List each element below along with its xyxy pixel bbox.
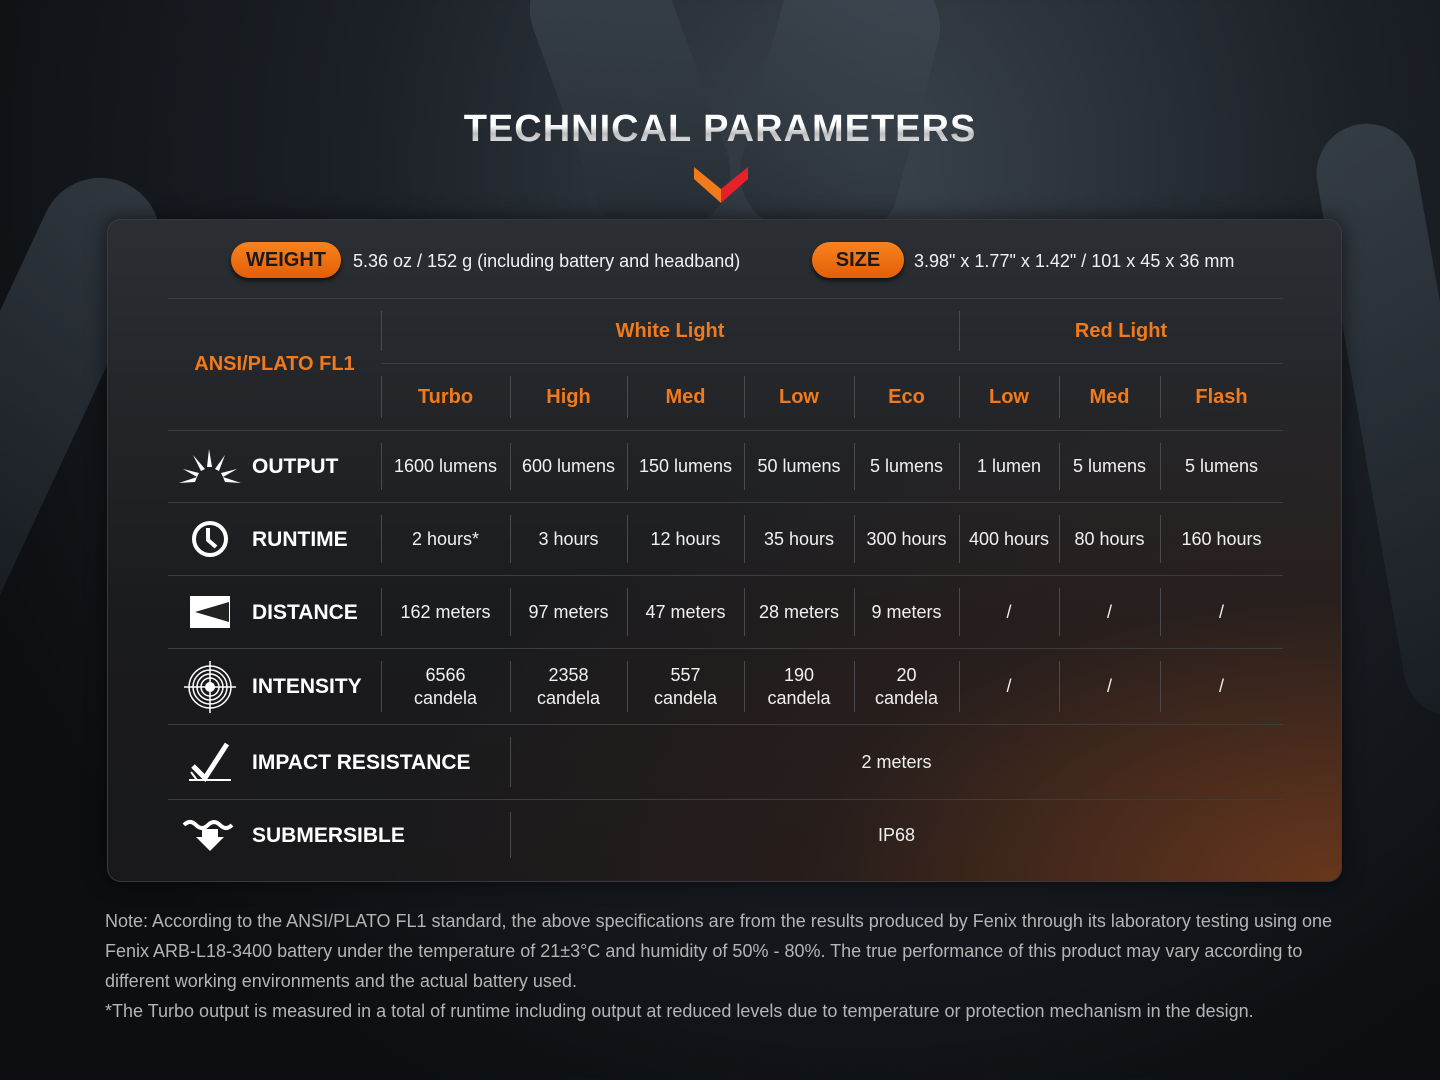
mode-header: Low bbox=[744, 363, 854, 430]
sun-rays-icon bbox=[178, 448, 242, 485]
row-label-submersible: SUBMERSIBLE bbox=[168, 799, 510, 870]
spec-value: 150 lumens bbox=[627, 430, 744, 502]
spec-value: 190 candela bbox=[744, 648, 854, 724]
spec-value: 2 hours* bbox=[381, 502, 510, 575]
value-number: 6566 bbox=[425, 664, 466, 685]
row-label: DISTANCE bbox=[252, 600, 358, 624]
turbo-note: *The Turbo output is measured in a total… bbox=[105, 1001, 1254, 1021]
size-value: 3.98" x 1.77" x 1.42" / 101 x 45 x 36 mm bbox=[914, 251, 1235, 271]
spec-value: 160 hours bbox=[1160, 502, 1283, 575]
weight-value: 5.36 oz / 152 g (including battery and h… bbox=[353, 251, 741, 271]
row-label: RUNTIME bbox=[252, 527, 348, 551]
spec-value: / bbox=[1059, 648, 1160, 724]
parameters-panel bbox=[107, 219, 1342, 882]
row-label: IMPACT RESISTANCE bbox=[252, 750, 471, 774]
spec-value: 2 meters bbox=[510, 724, 1283, 799]
spec-value: 600 lumens bbox=[510, 430, 627, 502]
spec-value: 400 hours bbox=[959, 502, 1059, 575]
row-label-impact-resistance: IMPACT RESISTANCE bbox=[168, 724, 510, 799]
note-text: Note: According to the ANSI/PLATO FL1 st… bbox=[105, 911, 1333, 991]
page-title: TECHNICAL PARAMETERS bbox=[0, 108, 1440, 151]
spec-value: 5 lumens bbox=[1059, 430, 1160, 502]
chevron-down-icon bbox=[694, 167, 748, 203]
spec-table: ANSI/PLATO FL1 White Light Red Light Turbo H… bbox=[168, 298, 1283, 870]
spec-value: IP68 bbox=[510, 799, 1283, 870]
spec-value: 50 lumens bbox=[744, 430, 854, 502]
row-label: OUTPUT bbox=[252, 455, 339, 478]
footnote: Note: According to the ANSI/PLATO FL1 st… bbox=[105, 906, 1355, 1026]
spec-value: / bbox=[959, 648, 1059, 724]
value-number: 2358 bbox=[548, 664, 589, 685]
spec-value: 1 lumen bbox=[959, 430, 1059, 502]
group-red-light: Red Light bbox=[959, 298, 1283, 363]
target-icon bbox=[178, 660, 242, 714]
value-unit: candela bbox=[536, 687, 601, 708]
spec-value: 35 hours bbox=[744, 502, 854, 575]
spec-value: 47 meters bbox=[627, 575, 744, 648]
value-number: 20 bbox=[896, 664, 917, 685]
spec-value: 3 hours bbox=[510, 502, 627, 575]
row-label-intensity: INTENSITY bbox=[168, 648, 381, 724]
mode-header: Eco bbox=[854, 363, 959, 430]
mode-header: Med bbox=[627, 363, 744, 430]
spec-value: 300 hours bbox=[854, 502, 959, 575]
spec-value: 162 meters bbox=[381, 575, 510, 648]
mode-header: Low bbox=[959, 363, 1059, 430]
group-white-light: White Light bbox=[381, 298, 959, 363]
spec-value: / bbox=[1160, 648, 1283, 724]
spec-value: / bbox=[1059, 575, 1160, 648]
value-number: 190 bbox=[783, 664, 815, 685]
spec-value: / bbox=[959, 575, 1059, 648]
spec-value: 20 candela bbox=[854, 648, 959, 724]
standard-label: ANSI/PLATO FL1 bbox=[168, 298, 381, 430]
mode-header: Turbo bbox=[381, 363, 510, 430]
mode-header: Flash bbox=[1160, 363, 1283, 430]
spec-value: 6566 candela bbox=[381, 648, 510, 724]
row-label-output: OUTPUT bbox=[168, 430, 381, 502]
spec-value: / bbox=[1160, 575, 1283, 648]
value-unit: candela bbox=[874, 687, 939, 708]
row-label: SUBMERSIBLE bbox=[252, 823, 405, 847]
row-label-runtime: RUNTIME bbox=[168, 502, 381, 575]
spec-value: 9 meters bbox=[854, 575, 959, 648]
spec-value: 5 lumens bbox=[1160, 430, 1283, 502]
value-unit: candela bbox=[413, 687, 478, 708]
spec-value: 28 meters bbox=[744, 575, 854, 648]
spec-value: 1600 lumens bbox=[381, 430, 510, 502]
spec-value: 97 meters bbox=[510, 575, 627, 648]
row-label: INTENSITY bbox=[252, 675, 362, 698]
row-label-distance: DISTANCE bbox=[168, 575, 381, 648]
spec-value: 557 candela bbox=[627, 648, 744, 724]
spec-value: 2358 candela bbox=[510, 648, 627, 724]
weight-badge: WEIGHT bbox=[231, 242, 341, 278]
submersible-icon bbox=[178, 817, 242, 853]
clock-icon bbox=[178, 519, 242, 559]
value-number: 557 bbox=[670, 664, 701, 685]
impact-check-icon bbox=[178, 742, 242, 782]
value-unit: candela bbox=[653, 687, 718, 708]
spec-value: 80 hours bbox=[1059, 502, 1160, 575]
value-unit: candela bbox=[767, 687, 831, 708]
size-badge: SIZE bbox=[812, 242, 904, 278]
mode-header: Med bbox=[1059, 363, 1160, 430]
beam-distance-icon bbox=[178, 594, 242, 630]
spec-value: 5 lumens bbox=[854, 430, 959, 502]
spec-value: 12 hours bbox=[627, 502, 744, 575]
mode-header: High bbox=[510, 363, 627, 430]
